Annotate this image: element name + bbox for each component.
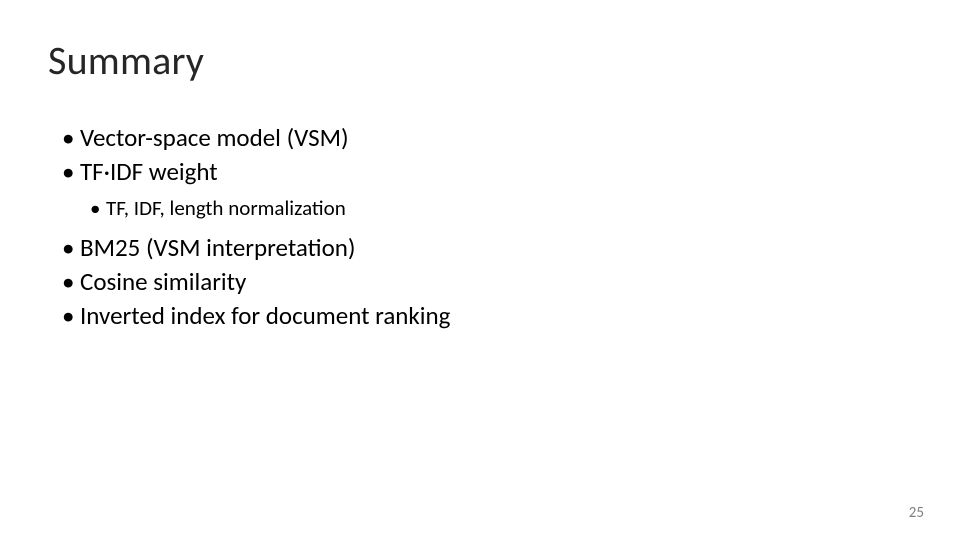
slide-container: Summary Vector-space model (VSM) TF·IDF … — [0, 0, 960, 540]
page-number: 25 — [909, 504, 924, 522]
bullet-item: TF·IDF weight — [62, 155, 912, 188]
bullet-item: BM25 (VSM interpretation) — [62, 231, 912, 264]
bullet-item: Cosine similarity — [62, 265, 912, 298]
main-bullet-list-continued: BM25 (VSM interpretation) Cosine similar… — [48, 231, 912, 332]
bullet-item: Vector-space model (VSM) — [62, 121, 912, 154]
sub-bullet-list: TF, IDF, length normalization — [48, 193, 912, 223]
slide-title: Summary — [48, 36, 912, 85]
main-bullet-list: Vector-space model (VSM) TF·IDF weight — [48, 121, 912, 188]
sub-bullet-item: TF, IDF, length normalization — [90, 193, 912, 223]
bullet-item: Inverted index for document ranking — [62, 299, 912, 332]
